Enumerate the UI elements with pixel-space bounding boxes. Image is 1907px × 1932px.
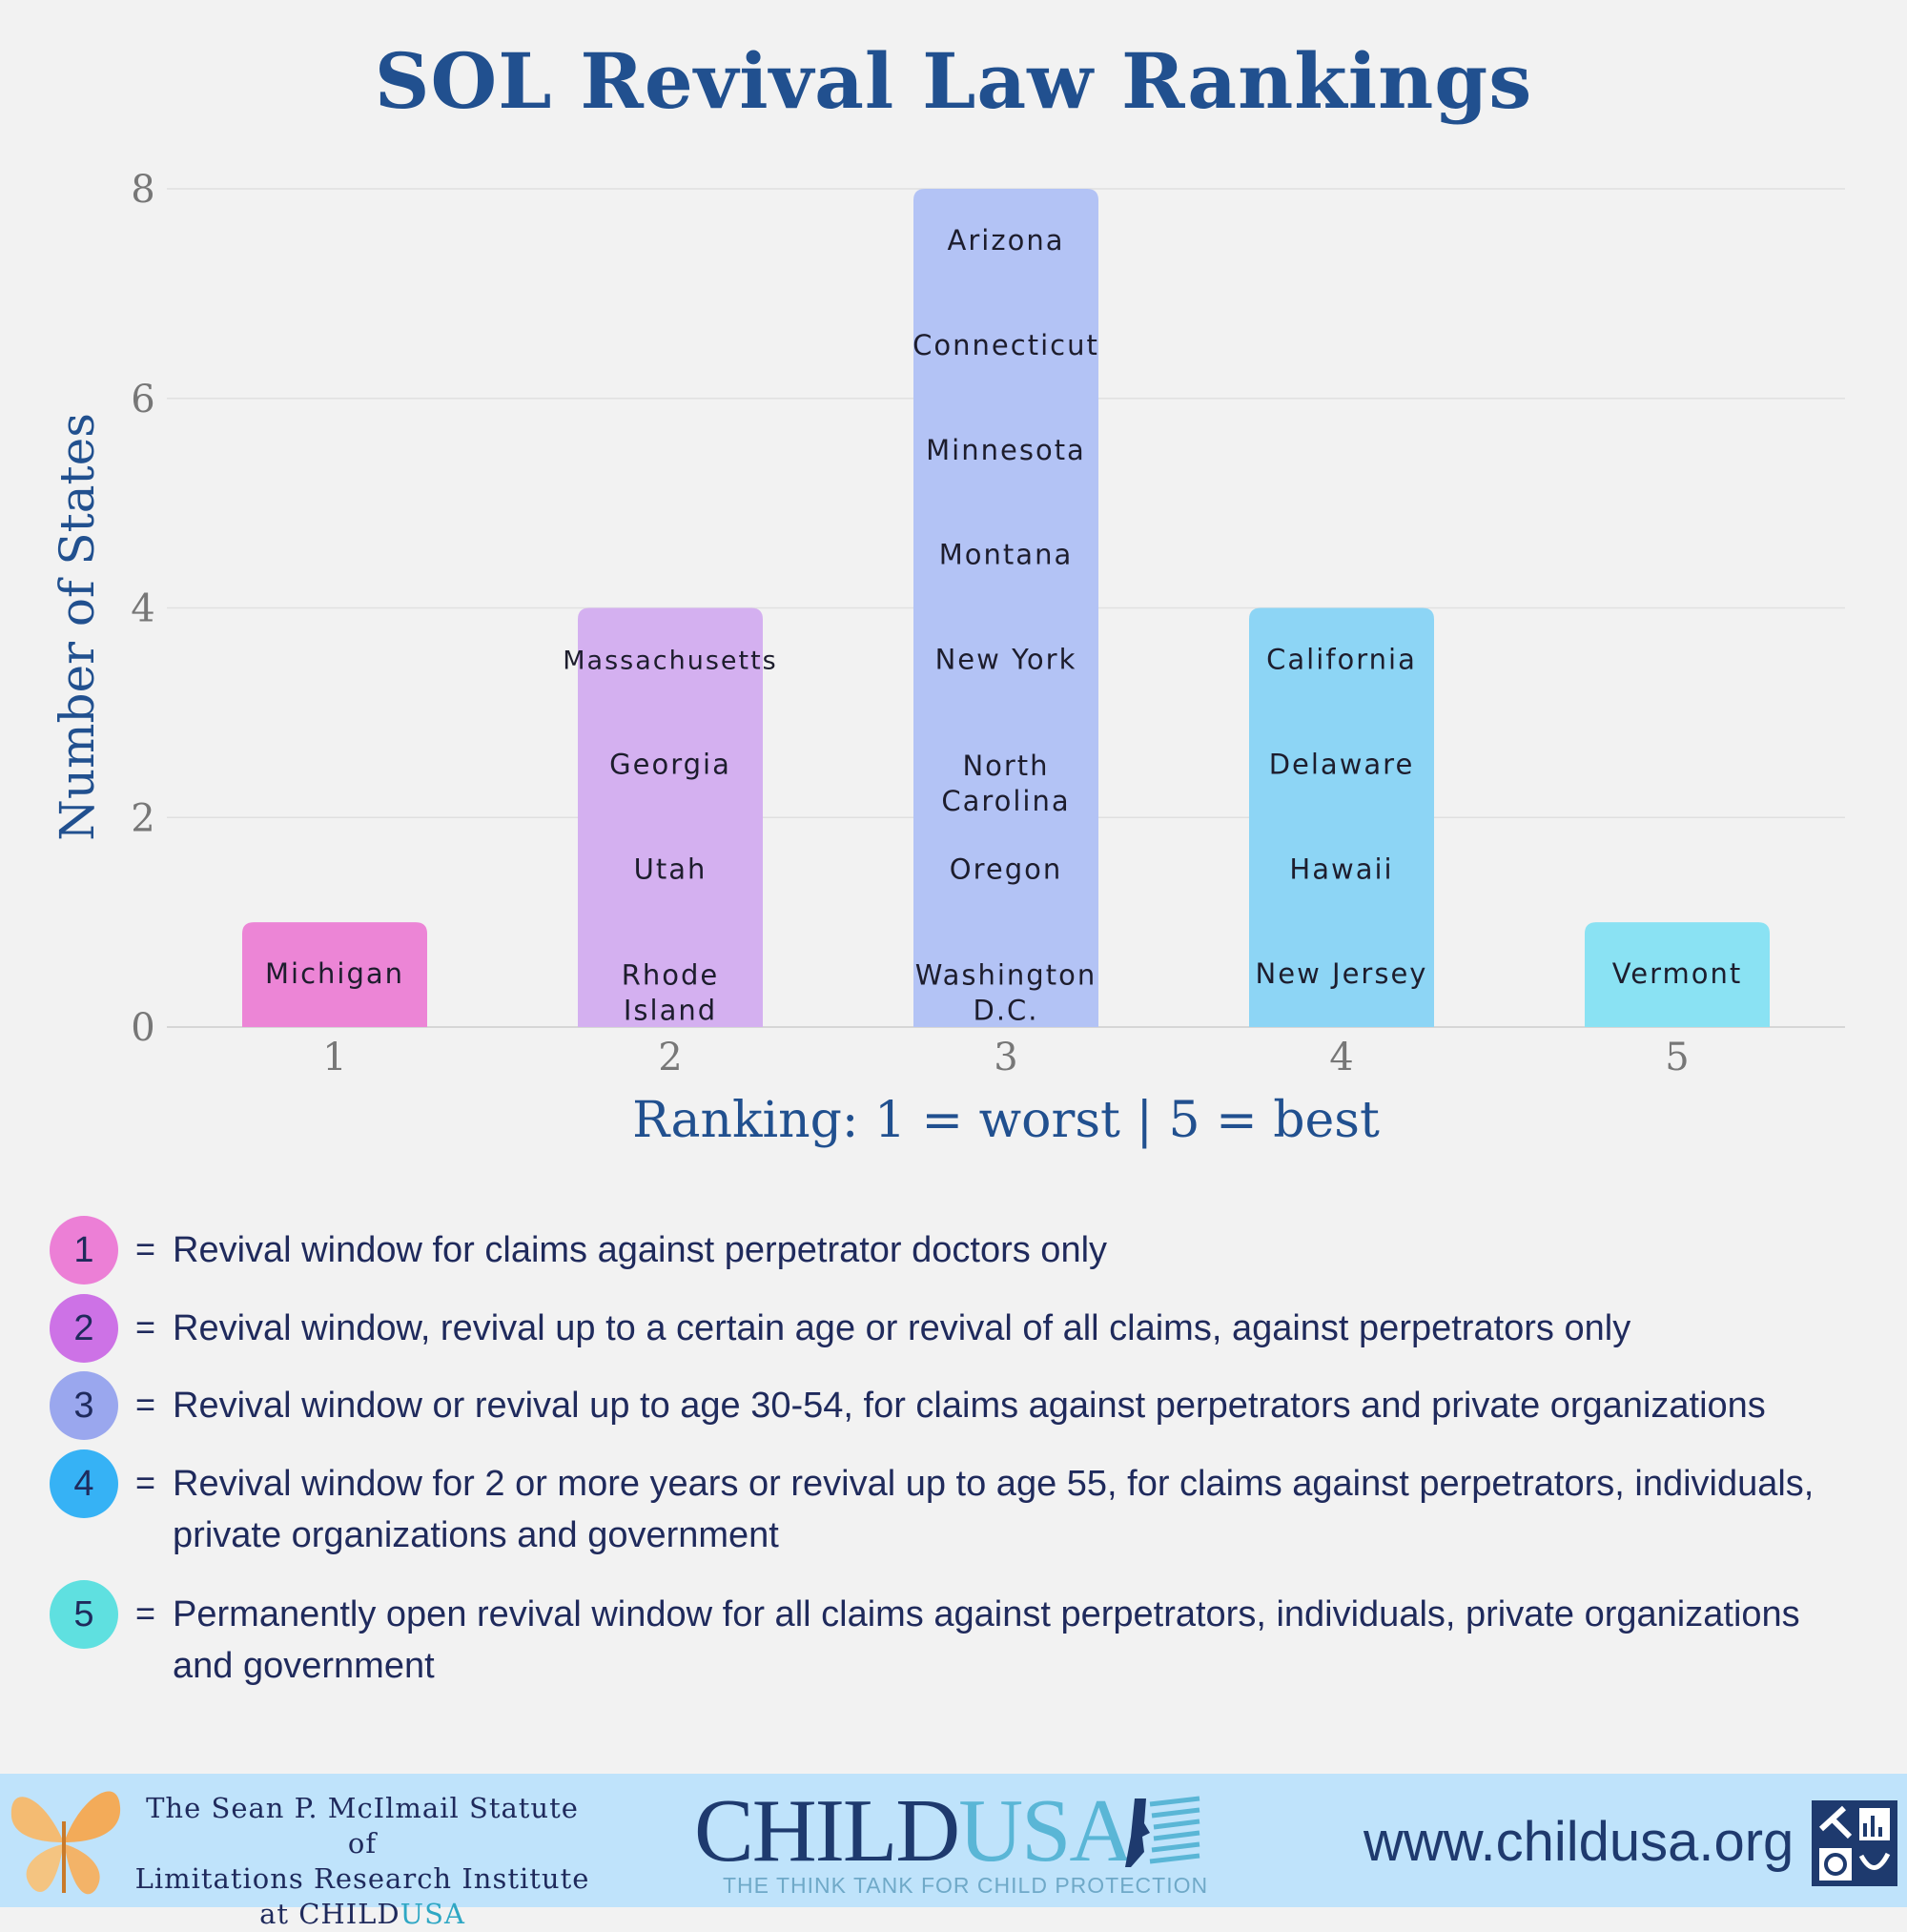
legend-badge: 2 — [50, 1294, 118, 1363]
legend-item-1: 1 = Revival window for claims against perp… — [50, 1216, 1841, 1285]
website-link[interactable]: www.childusa.org — [1364, 1811, 1794, 1873]
legend-item-5: 5 = Permanently open revival window for al… — [50, 1580, 1841, 1692]
institute-line-1: The Sean P. McIlmail Statute of — [146, 1792, 579, 1860]
y-tick-label: 2 — [131, 796, 154, 840]
y-tick-label: 0 — [131, 1006, 154, 1050]
legend-badge: 5 — [50, 1580, 118, 1649]
legend-badge: 3 — [50, 1371, 118, 1440]
bar-state-label: California — [1266, 644, 1417, 676]
y-axis-label: Number of States — [50, 413, 105, 841]
bar-state-label: Oregon — [950, 853, 1062, 885]
x-tick-label: 1 — [322, 1036, 346, 1079]
bar-rank-1 — [242, 922, 427, 1027]
bar-state-label: Connecticut — [912, 329, 1099, 361]
legend-badge: 1 — [50, 1216, 118, 1285]
x-tick-label: 3 — [994, 1036, 1017, 1079]
bar-state-label: Washington D.C. — [915, 959, 1097, 1027]
legend-equals: = — [135, 1229, 156, 1268]
legend-text: Revival window or revival up to age 30-5… — [173, 1386, 1766, 1426]
footer: The Sean P. McIlmail Statute of Limitati… — [0, 1774, 1907, 1930]
childusa-logo-text: CHILDUSA — [694, 1781, 1134, 1881]
institute-line-2: Limitations Research Institute — [134, 1862, 590, 1895]
legend-equals: = — [135, 1463, 156, 1502]
bar-chart: 0 2 4 6 8 Number of States Ranking: 1 = worst … — [50, 168, 1845, 1149]
butterfly-logo-icon — [10, 1791, 121, 1895]
bar-state-label: North Carolina — [941, 750, 1070, 817]
bar-rank-2 — [578, 607, 763, 1027]
legend-equals: = — [135, 1593, 156, 1633]
bar-rank-5 — [1585, 922, 1770, 1027]
research-icon — [1812, 1800, 1897, 1886]
legend-text: Permanently open revival window for all … — [173, 1594, 1800, 1686]
chart-title: SOL Revival Law Rankings — [374, 36, 1533, 126]
bar-state-label: Arizona — [948, 224, 1065, 257]
x-axis-label: Ranking: 1 = worst | 5 = best — [632, 1092, 1380, 1149]
bar-state-label: Hawaii — [1289, 853, 1393, 885]
bar-rank-3 — [913, 189, 1098, 1027]
bar-state-label: New York — [935, 644, 1077, 676]
y-tick-label: 4 — [131, 587, 154, 631]
legend-item-2: 2 = Revival window, revival up to a certai… — [50, 1294, 1841, 1363]
x-tick-label: 5 — [1665, 1036, 1689, 1079]
legend-text: Revival window for 2 or more years or re… — [173, 1464, 1815, 1555]
bar-state-label: Michigan — [265, 957, 404, 990]
bar-state-label: Minnesota — [926, 434, 1086, 466]
flag-profile-icon — [1125, 1796, 1200, 1867]
legend-text: Revival window, revival up to a certain … — [173, 1308, 1631, 1348]
bar-state-label: Montana — [939, 539, 1073, 571]
legend-equals: = — [135, 1307, 156, 1346]
bar-state-label: Massachusetts — [563, 647, 778, 676]
y-tick-label: 8 — [131, 168, 154, 212]
childusa-tagline: THE THINK TANK FOR CHILD PROTECTION — [723, 1873, 1209, 1898]
bar-state-label: Georgia — [609, 748, 731, 780]
bar-state-label: Vermont — [1612, 957, 1743, 990]
legend-badge: 4 — [50, 1449, 118, 1518]
y-tick-label: 6 — [131, 378, 154, 421]
institute-name: The Sean P. McIlmail Statute of Limitati… — [133, 1791, 591, 1932]
bar-state-label: Delaware — [1269, 748, 1415, 780]
bar-state-label: Utah — [634, 853, 707, 885]
institute-line-3: at CHILDUSA — [259, 1898, 465, 1930]
x-tick-label: 4 — [1329, 1036, 1353, 1079]
bar-state-label: New Jersey — [1256, 957, 1428, 990]
legend-equals: = — [135, 1385, 156, 1424]
legend-text: Revival window for claims against perpet… — [173, 1230, 1108, 1270]
bar-rank-4 — [1249, 607, 1434, 1027]
legend-item-3: 3 = Revival window or revival up to age 30… — [50, 1371, 1841, 1440]
legend-item-4: 4 = Revival window for 2 or more years or … — [50, 1449, 1841, 1561]
bar-state-label: Rhode Island — [622, 959, 720, 1027]
x-tick-label: 2 — [658, 1036, 682, 1079]
